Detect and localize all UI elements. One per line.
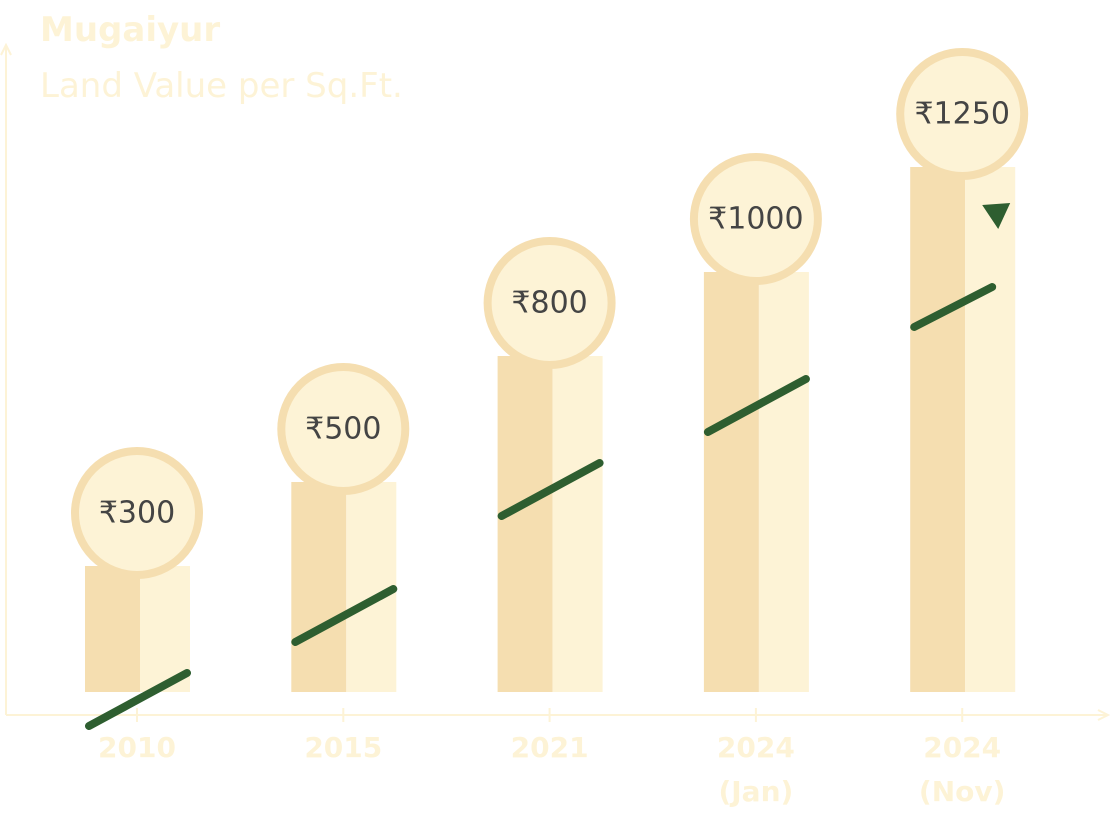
bar-right <box>346 482 397 692</box>
bar-left <box>497 356 553 692</box>
x-tick-label: 2021 <box>510 731 589 764</box>
x-tick-label: 2010 <box>98 731 176 764</box>
bar-left <box>703 272 759 692</box>
x-tick-label: 2024 (Nov) <box>918 731 1006 808</box>
chart-subtitle: Land Value per Sq.Ft. <box>40 66 403 106</box>
y-axis-arrow <box>0 42 12 56</box>
bar-left <box>291 482 347 692</box>
value-label: ₹800 <box>511 286 587 321</box>
bar-left <box>910 167 966 692</box>
value-circle <box>277 363 410 495</box>
bar-right <box>758 272 809 692</box>
value-label: ₹500 <box>305 412 381 447</box>
value-label: ₹300 <box>99 496 175 531</box>
bar-right <box>965 167 1016 692</box>
value-circle <box>71 447 203 579</box>
value-circle <box>483 237 616 369</box>
value-circle <box>896 48 1029 180</box>
value-circle <box>689 153 822 285</box>
trend-arrow <box>910 283 997 331</box>
value-label: ₹1000 <box>708 202 803 237</box>
bar-right <box>552 356 603 692</box>
trend-arrow <box>291 585 398 646</box>
x-axis-arrow <box>1097 709 1111 721</box>
trend-arrow <box>85 669 191 730</box>
bar-right <box>140 566 190 692</box>
value-label: ₹1250 <box>914 97 1009 132</box>
trend-arrow <box>703 375 810 436</box>
trend-arrow <box>497 459 604 520</box>
trend-arrow-head <box>982 203 1011 229</box>
x-tick-label: 2015 <box>304 731 383 764</box>
chart-title: Mugaiyur <box>40 10 221 50</box>
x-tick-label: 2024 (Jan) <box>716 731 795 808</box>
bar-left <box>85 566 140 692</box>
